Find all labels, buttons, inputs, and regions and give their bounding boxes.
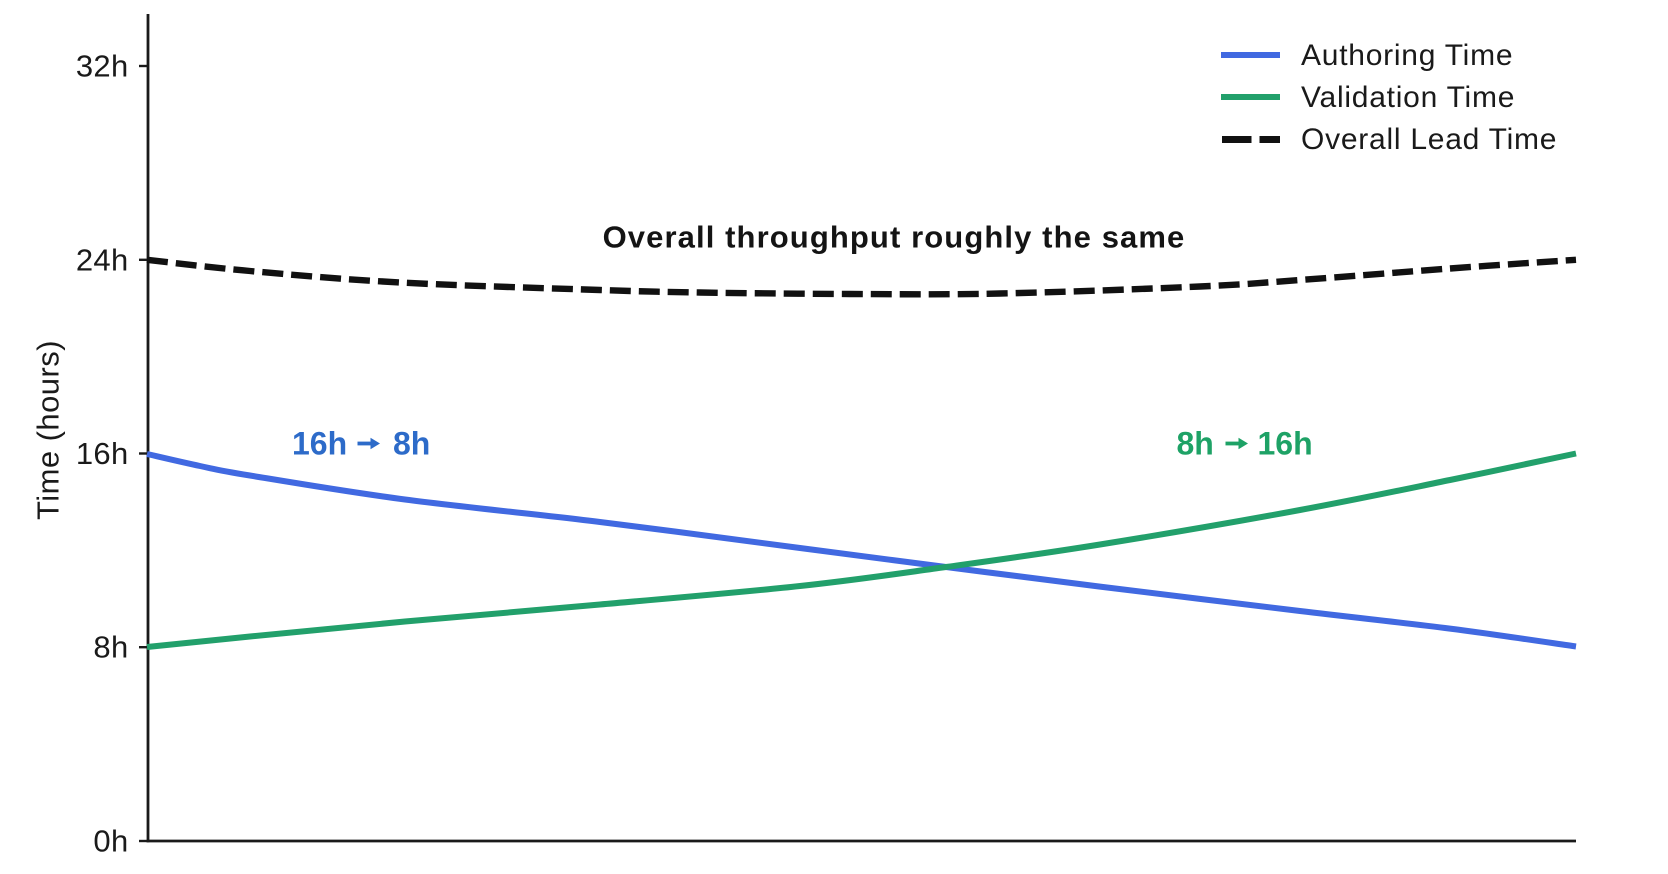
svg-text:32h: 32h — [76, 49, 129, 84]
svg-text:16h: 16h — [1258, 426, 1313, 462]
svg-text:16h: 16h — [76, 436, 129, 471]
svg-text:8h: 8h — [1177, 426, 1214, 462]
svg-text:24h: 24h — [76, 242, 129, 277]
svg-text:Authoring Time: Authoring Time — [1301, 39, 1513, 72]
svg-text:0h: 0h — [93, 824, 128, 859]
svg-text:8h: 8h — [393, 426, 430, 462]
svg-text:Overall Lead Time: Overall Lead Time — [1301, 123, 1557, 156]
svg-text:Validation Time: Validation Time — [1301, 81, 1515, 114]
svg-text:Time (hours): Time (hours) — [31, 340, 66, 520]
svg-text:8h: 8h — [93, 630, 128, 665]
svg-text:16h: 16h — [292, 426, 347, 462]
svg-text:Overall throughput roughly the: Overall throughput roughly the same — [603, 220, 1186, 255]
